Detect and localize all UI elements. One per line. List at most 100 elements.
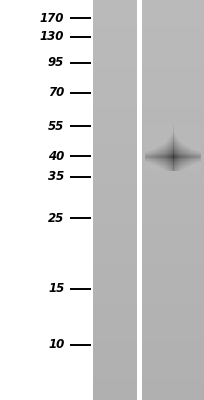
Bar: [171, 133, 172, 134]
Bar: [162, 157, 163, 158]
Bar: [200, 143, 201, 144]
Bar: [175, 157, 176, 158]
Bar: [155, 161, 157, 162]
Bar: [188, 137, 190, 138]
Bar: [164, 131, 165, 132]
Bar: [146, 170, 147, 171]
Bar: [171, 168, 172, 169]
Bar: [146, 152, 147, 153]
Bar: [183, 166, 184, 168]
Bar: [193, 157, 194, 158]
Bar: [180, 149, 182, 150]
Bar: [157, 161, 159, 162]
Bar: [173, 130, 174, 131]
Bar: [142, 220, 204, 223]
Bar: [188, 145, 190, 146]
Bar: [157, 145, 159, 146]
Bar: [163, 126, 164, 127]
Bar: [180, 142, 182, 143]
Bar: [165, 129, 166, 130]
Bar: [200, 158, 201, 160]
Bar: [177, 162, 179, 164]
Bar: [145, 141, 146, 142]
Bar: [169, 143, 170, 144]
Bar: [155, 162, 157, 164]
Bar: [158, 150, 160, 152]
Bar: [165, 154, 166, 156]
Bar: [142, 183, 204, 187]
Bar: [156, 168, 157, 169]
Bar: [156, 160, 157, 161]
Bar: [169, 127, 170, 128]
Bar: [162, 130, 163, 131]
Bar: [147, 159, 148, 160]
Bar: [153, 146, 154, 147]
Bar: [197, 153, 198, 154]
Bar: [175, 163, 176, 164]
Bar: [151, 150, 152, 152]
Bar: [194, 136, 195, 137]
Bar: [165, 126, 166, 127]
Bar: [181, 152, 182, 153]
Bar: [184, 165, 185, 166]
Bar: [180, 157, 182, 158]
Bar: [162, 137, 163, 138]
Bar: [198, 164, 199, 165]
Bar: [191, 134, 192, 135]
Bar: [171, 145, 172, 146]
Bar: [176, 132, 177, 133]
Bar: [186, 137, 187, 138]
Bar: [194, 147, 195, 148]
Bar: [175, 168, 176, 169]
Bar: [183, 129, 184, 130]
Bar: [176, 138, 177, 139]
Bar: [190, 165, 191, 166]
Bar: [194, 137, 195, 138]
Bar: [188, 140, 189, 141]
Bar: [166, 164, 167, 165]
Bar: [169, 131, 170, 132]
Bar: [180, 125, 182, 126]
Bar: [174, 126, 175, 127]
Bar: [154, 150, 155, 151]
Bar: [156, 145, 157, 146]
Bar: [196, 145, 197, 146]
Bar: [93, 236, 137, 240]
Bar: [177, 167, 179, 168]
Bar: [145, 166, 146, 167]
Bar: [188, 154, 190, 156]
Bar: [177, 163, 179, 164]
Bar: [196, 126, 197, 127]
Bar: [156, 141, 157, 142]
Bar: [192, 159, 193, 160]
Bar: [185, 169, 186, 170]
Bar: [175, 161, 176, 162]
Bar: [176, 164, 177, 165]
Bar: [158, 129, 160, 130]
Bar: [182, 163, 183, 164]
Bar: [163, 147, 164, 148]
Bar: [169, 142, 170, 143]
Bar: [155, 154, 156, 155]
Bar: [145, 133, 146, 134]
Bar: [176, 166, 177, 167]
Bar: [184, 140, 185, 141]
Bar: [149, 156, 150, 157]
Bar: [93, 76, 137, 80]
Bar: [190, 143, 191, 144]
Bar: [185, 138, 186, 139]
Bar: [194, 135, 195, 136]
Bar: [175, 144, 176, 145]
Bar: [151, 161, 152, 162]
Text: 35: 35: [48, 170, 64, 183]
Bar: [93, 333, 137, 337]
Bar: [188, 158, 189, 160]
Bar: [184, 134, 185, 135]
Bar: [191, 158, 192, 159]
Bar: [196, 160, 197, 161]
Bar: [93, 306, 137, 310]
Bar: [166, 139, 167, 140]
Bar: [200, 133, 201, 134]
Bar: [147, 142, 148, 144]
Bar: [197, 131, 198, 132]
